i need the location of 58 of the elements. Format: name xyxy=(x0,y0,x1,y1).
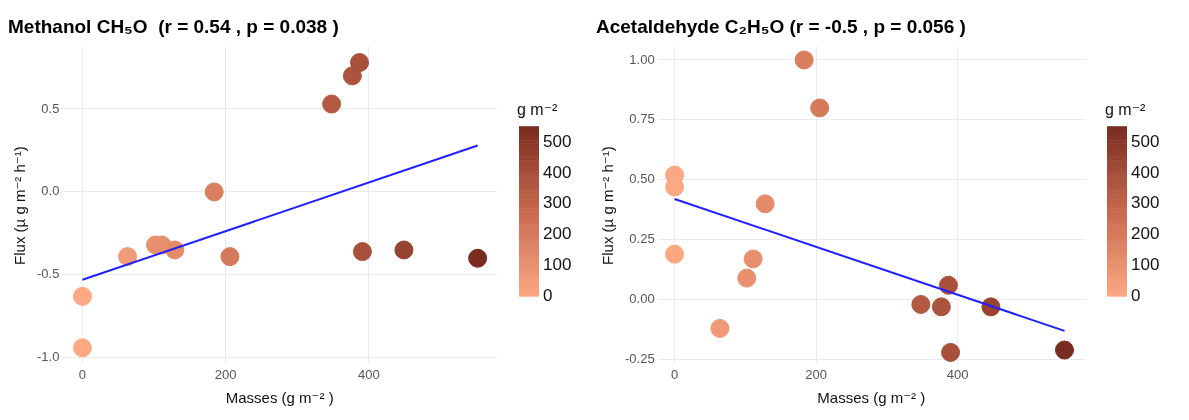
y-tick-label: -1.0 xyxy=(36,349,60,365)
color-bar-title: g m⁻² xyxy=(1105,100,1147,118)
color-bar-label: 0 xyxy=(1131,285,1141,305)
y-tick-label: 0.50 xyxy=(629,171,655,187)
y-tick-label: 0.25 xyxy=(629,231,655,247)
color-bar-label: 400 xyxy=(543,162,572,182)
color-bar-label: 100 xyxy=(543,255,572,275)
y-tick-label: 1.00 xyxy=(629,51,655,67)
point xyxy=(938,275,958,295)
y-tick-label: 0.0 xyxy=(41,183,60,199)
point xyxy=(322,94,342,114)
x-axis-title: Masses (g m⁻² ) xyxy=(817,389,926,407)
y-axis-title: Flux (µ g m⁻² h⁻¹) xyxy=(599,146,617,265)
point xyxy=(350,53,370,73)
x-tick-label: 400 xyxy=(946,366,969,382)
y-tick-label: 0.00 xyxy=(629,291,655,307)
x-tick-label: 200 xyxy=(805,366,827,382)
y-tick-label: -0.25 xyxy=(624,351,655,367)
x-tick-label: 0 xyxy=(78,366,87,382)
point xyxy=(665,244,685,264)
color-bar-label: 0 xyxy=(543,285,553,305)
point xyxy=(941,342,961,362)
color-bar-label: 100 xyxy=(1131,255,1160,275)
point xyxy=(710,318,730,338)
x-tick-label: 200 xyxy=(214,366,237,382)
point xyxy=(931,297,951,317)
point xyxy=(911,294,931,314)
point xyxy=(72,286,92,306)
point xyxy=(755,194,775,214)
color-bar-label: 300 xyxy=(1131,193,1160,213)
point xyxy=(1054,340,1074,360)
chart-title: Methanol CH₅O (r = 0.54 , p = 0.038 ) xyxy=(8,15,339,37)
color-bar-label: 200 xyxy=(1131,224,1160,244)
point xyxy=(352,242,372,262)
y-axis-title: Flux (µ g m⁻² h⁻¹) xyxy=(11,146,29,265)
color-bar-label: 500 xyxy=(543,131,572,151)
color-bar-title: g m⁻² xyxy=(517,100,559,118)
point xyxy=(794,50,814,70)
color-bar-label: 500 xyxy=(1131,131,1160,151)
point xyxy=(118,247,138,267)
point xyxy=(468,248,488,268)
point xyxy=(220,247,240,267)
color-bar-label: 200 xyxy=(543,224,572,244)
point xyxy=(72,338,92,358)
point xyxy=(394,240,414,260)
y-tick-label: -0.5 xyxy=(36,266,60,282)
x-tick-label: 400 xyxy=(357,366,380,382)
x-axis-title: Masses (g m⁻² ) xyxy=(225,389,334,407)
chart-title: Acetaldehyde C₂H₅O (r = -0.5 , p = 0.056 ) xyxy=(596,15,966,37)
color-bar-label: 400 xyxy=(1131,162,1160,182)
point xyxy=(204,182,224,202)
point xyxy=(737,268,757,288)
y-tick-label: 0.75 xyxy=(629,111,655,127)
color-bar-label: 300 xyxy=(543,193,572,213)
point xyxy=(743,249,763,269)
y-tick-label: 0.5 xyxy=(41,100,60,116)
point xyxy=(810,98,830,118)
x-tick-label: 0 xyxy=(671,366,679,382)
